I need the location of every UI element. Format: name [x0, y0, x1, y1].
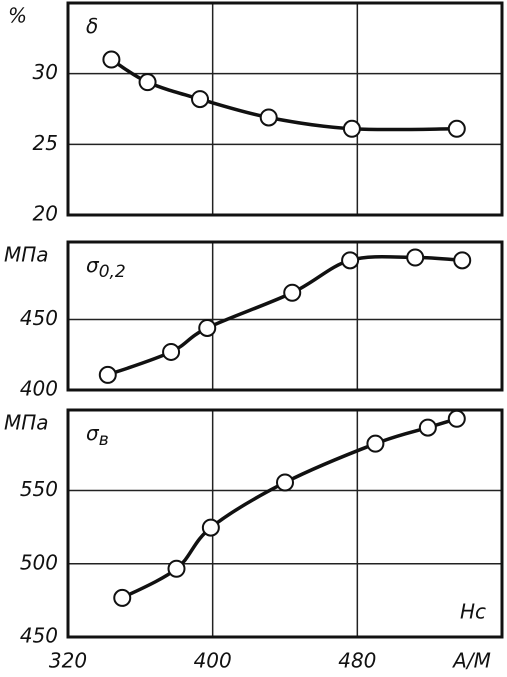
data-point: [162, 342, 181, 361]
y-tick-label: 500: [20, 550, 58, 574]
x-axis-label: A/M: [451, 649, 491, 673]
annotation-subscript: 0,2: [99, 262, 126, 282]
annotation-symbol: σ: [86, 421, 100, 445]
unit-label: %: [8, 4, 27, 28]
x-tick-label: 400: [194, 649, 232, 673]
data-point: [447, 119, 466, 138]
data-point: [276, 473, 294, 492]
panel-frame: [66, 408, 504, 639]
data-point: [201, 518, 220, 537]
data-point: [283, 283, 302, 302]
data-point: [113, 588, 132, 607]
curve: [107, 254, 463, 377]
data-point: [167, 559, 186, 578]
data-point: [447, 409, 466, 428]
data-point: [191, 90, 210, 109]
annotation: σ0,2: [86, 253, 126, 283]
data-point: [102, 50, 121, 69]
data-point: [342, 119, 361, 138]
annotation-symbol: δ: [86, 14, 98, 38]
data-point: [406, 248, 425, 267]
panel-frame: [66, 240, 504, 392]
y-tick-label: 450: [20, 624, 58, 648]
data-point: [453, 251, 472, 270]
curve: [110, 58, 457, 132]
y-tick-label: 25: [33, 131, 58, 155]
panel-frame: [66, 1, 504, 217]
y-tick-label: 450: [20, 306, 58, 330]
data-point: [418, 418, 437, 437]
data-point: [138, 73, 157, 92]
x-tick-label: 320: [49, 649, 87, 673]
x-tick-label: 480: [338, 649, 376, 673]
unit-label: МПа: [4, 411, 49, 435]
data-point: [198, 318, 217, 337]
annotation-subscript: в: [99, 430, 109, 450]
annotation: δ: [86, 14, 98, 38]
unit-label: МПа: [4, 243, 49, 267]
data-point: [98, 365, 117, 384]
note: Hc: [460, 600, 486, 624]
data-point: [259, 108, 278, 127]
data-point: [341, 251, 360, 270]
annotation: σв: [86, 421, 109, 451]
y-tick-label: 550: [20, 477, 58, 501]
annotation-symbol: σ: [86, 253, 100, 277]
y-tick-label: 20: [33, 202, 58, 226]
data-point: [366, 434, 385, 453]
y-tick-label: 400: [20, 377, 58, 401]
y-tick-label: 30: [33, 60, 58, 84]
